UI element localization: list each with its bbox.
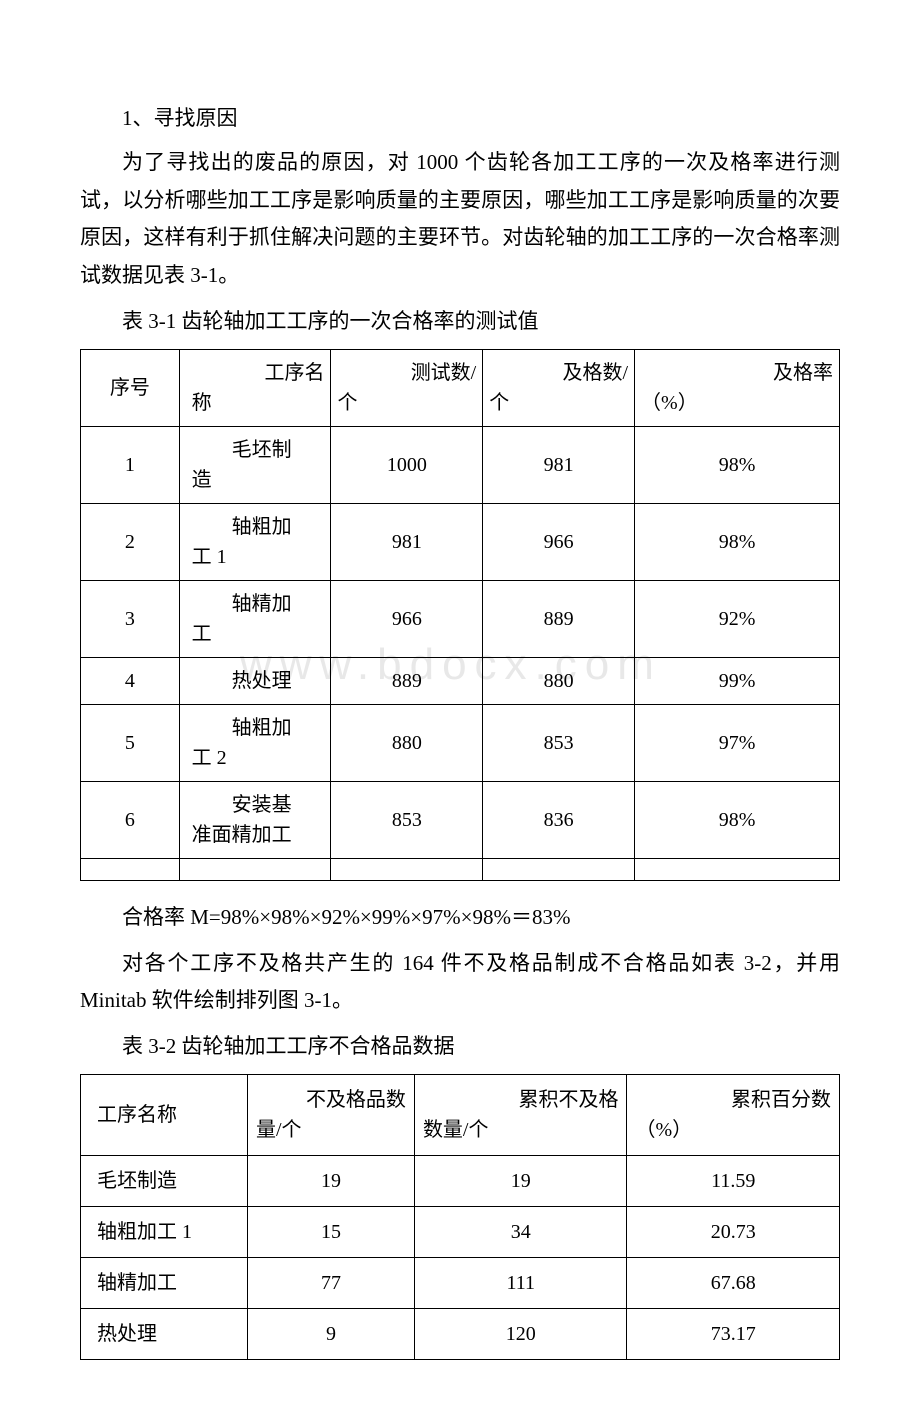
cell-seq: 5 bbox=[81, 704, 180, 781]
table2-title: 表 3-2 齿轮轴加工工序不合格品数据 bbox=[80, 1028, 840, 1066]
table-header-row: 序号 工序名 称 测试数/ 个 及格数/ 个 及格率 （%） bbox=[81, 349, 840, 426]
section-heading: 1、寻找原因 bbox=[80, 100, 840, 138]
cell-tested: 981 bbox=[331, 503, 483, 580]
col-tested-header: 测试数/ 个 bbox=[331, 349, 483, 426]
cell-passed: 981 bbox=[483, 426, 635, 503]
col-name-header: 工序名 称 bbox=[179, 349, 331, 426]
table-empty-row bbox=[81, 858, 840, 880]
paragraph-defect-intro: 对各个工序不及格共产生的 164 件不及格品制成不合格品如表 3-2，并用 Mi… bbox=[80, 945, 840, 1021]
col-name-header: 工序名称 bbox=[81, 1074, 248, 1155]
cell-name: 毛坯制造 bbox=[81, 1155, 248, 1206]
col-pct-header: 累积百分数 （%） bbox=[627, 1074, 840, 1155]
table-row: 轴粗加工 1 15 34 20.73 bbox=[81, 1206, 840, 1257]
col-rate-header: 及格率 （%） bbox=[635, 349, 840, 426]
cell-name: 轴粗加工 2 bbox=[179, 704, 331, 781]
cell-tested: 853 bbox=[331, 781, 483, 858]
cell-rate: 97% bbox=[635, 704, 840, 781]
cell-pct: 73.17 bbox=[627, 1308, 840, 1359]
cell-rate: 98% bbox=[635, 426, 840, 503]
cell-seq: 6 bbox=[81, 781, 180, 858]
document-content: 1、寻找原因 为了寻找出的废品的原因，对 1000 个齿轮各加工工序的一次及格率… bbox=[80, 100, 840, 1360]
table-header-row: 工序名称 不及格品数 量/个 累积不及格 数量/个 累积百分数 （%） bbox=[81, 1074, 840, 1155]
table-row: 5 轴粗加工 2 880 853 97% bbox=[81, 704, 840, 781]
cell-passed: 966 bbox=[483, 503, 635, 580]
cell-pct: 11.59 bbox=[627, 1155, 840, 1206]
cell-fail: 19 bbox=[247, 1155, 414, 1206]
col-passed-header: 及格数/ 个 bbox=[483, 349, 635, 426]
table-row: 4 热处理 889 880 99% bbox=[81, 657, 840, 704]
cell-passed: 889 bbox=[483, 580, 635, 657]
cell-name: 轴粗加工 1 bbox=[179, 503, 331, 580]
defect-table: 工序名称 不及格品数 量/个 累积不及格 数量/个 累积百分数 （%） 毛坯制造… bbox=[80, 1074, 840, 1360]
col-cum-header: 累积不及格 数量/个 bbox=[414, 1074, 627, 1155]
cell-fail: 77 bbox=[247, 1257, 414, 1308]
cell-passed: 836 bbox=[483, 781, 635, 858]
cell-rate: 98% bbox=[635, 781, 840, 858]
cell-name: 热处理 bbox=[81, 1308, 248, 1359]
cell-name: 毛坯制造 bbox=[179, 426, 331, 503]
cell-cum: 111 bbox=[414, 1257, 627, 1308]
cell-seq: 1 bbox=[81, 426, 180, 503]
cell-cum: 19 bbox=[414, 1155, 627, 1206]
table-row: 1 毛坯制造 1000 981 98% bbox=[81, 426, 840, 503]
table-row: 热处理 9 120 73.17 bbox=[81, 1308, 840, 1359]
cell-seq: 3 bbox=[81, 580, 180, 657]
cell-tested: 889 bbox=[331, 657, 483, 704]
cell-pct: 67.68 bbox=[627, 1257, 840, 1308]
cell-rate: 98% bbox=[635, 503, 840, 580]
table-row: 轴精加工 77 111 67.68 bbox=[81, 1257, 840, 1308]
cell-tested: 1000 bbox=[331, 426, 483, 503]
cell-tested: 880 bbox=[331, 704, 483, 781]
cell-tested: 966 bbox=[331, 580, 483, 657]
table1-title: 表 3-1 齿轮轴加工工序的一次合格率的测试值 bbox=[80, 303, 840, 341]
table-row: 毛坯制造 19 19 11.59 bbox=[81, 1155, 840, 1206]
cell-name: 热处理 bbox=[179, 657, 331, 704]
paragraph-intro: 为了寻找出的废品的原因，对 1000 个齿轮各加工工序的一次及格率进行测试，以分… bbox=[80, 144, 840, 295]
cell-name: 轴粗加工 1 bbox=[81, 1206, 248, 1257]
formula-text: 合格率 M=98%×98%×92%×99%×97%×98%＝83% bbox=[80, 899, 840, 937]
table-row: 2 轴粗加工 1 981 966 98% bbox=[81, 503, 840, 580]
cell-name: 轴精加工 bbox=[179, 580, 331, 657]
cell-pct: 20.73 bbox=[627, 1206, 840, 1257]
col-seq-header: 序号 bbox=[81, 349, 180, 426]
cell-cum: 120 bbox=[414, 1308, 627, 1359]
cell-passed: 880 bbox=[483, 657, 635, 704]
cell-name: 轴精加工 bbox=[81, 1257, 248, 1308]
table-row: 3 轴精加工 966 889 92% bbox=[81, 580, 840, 657]
cell-seq: 2 bbox=[81, 503, 180, 580]
cell-seq: 4 bbox=[81, 657, 180, 704]
cell-fail: 9 bbox=[247, 1308, 414, 1359]
pass-rate-table: 序号 工序名 称 测试数/ 个 及格数/ 个 及格率 （%） 1 毛坯制造 10… bbox=[80, 349, 840, 881]
cell-name: 安装基准面精加工 bbox=[179, 781, 331, 858]
cell-cum: 34 bbox=[414, 1206, 627, 1257]
table-row: 6 安装基准面精加工 853 836 98% bbox=[81, 781, 840, 858]
col-fail-header: 不及格品数 量/个 bbox=[247, 1074, 414, 1155]
cell-rate: 92% bbox=[635, 580, 840, 657]
cell-passed: 853 bbox=[483, 704, 635, 781]
cell-rate: 99% bbox=[635, 657, 840, 704]
cell-fail: 15 bbox=[247, 1206, 414, 1257]
